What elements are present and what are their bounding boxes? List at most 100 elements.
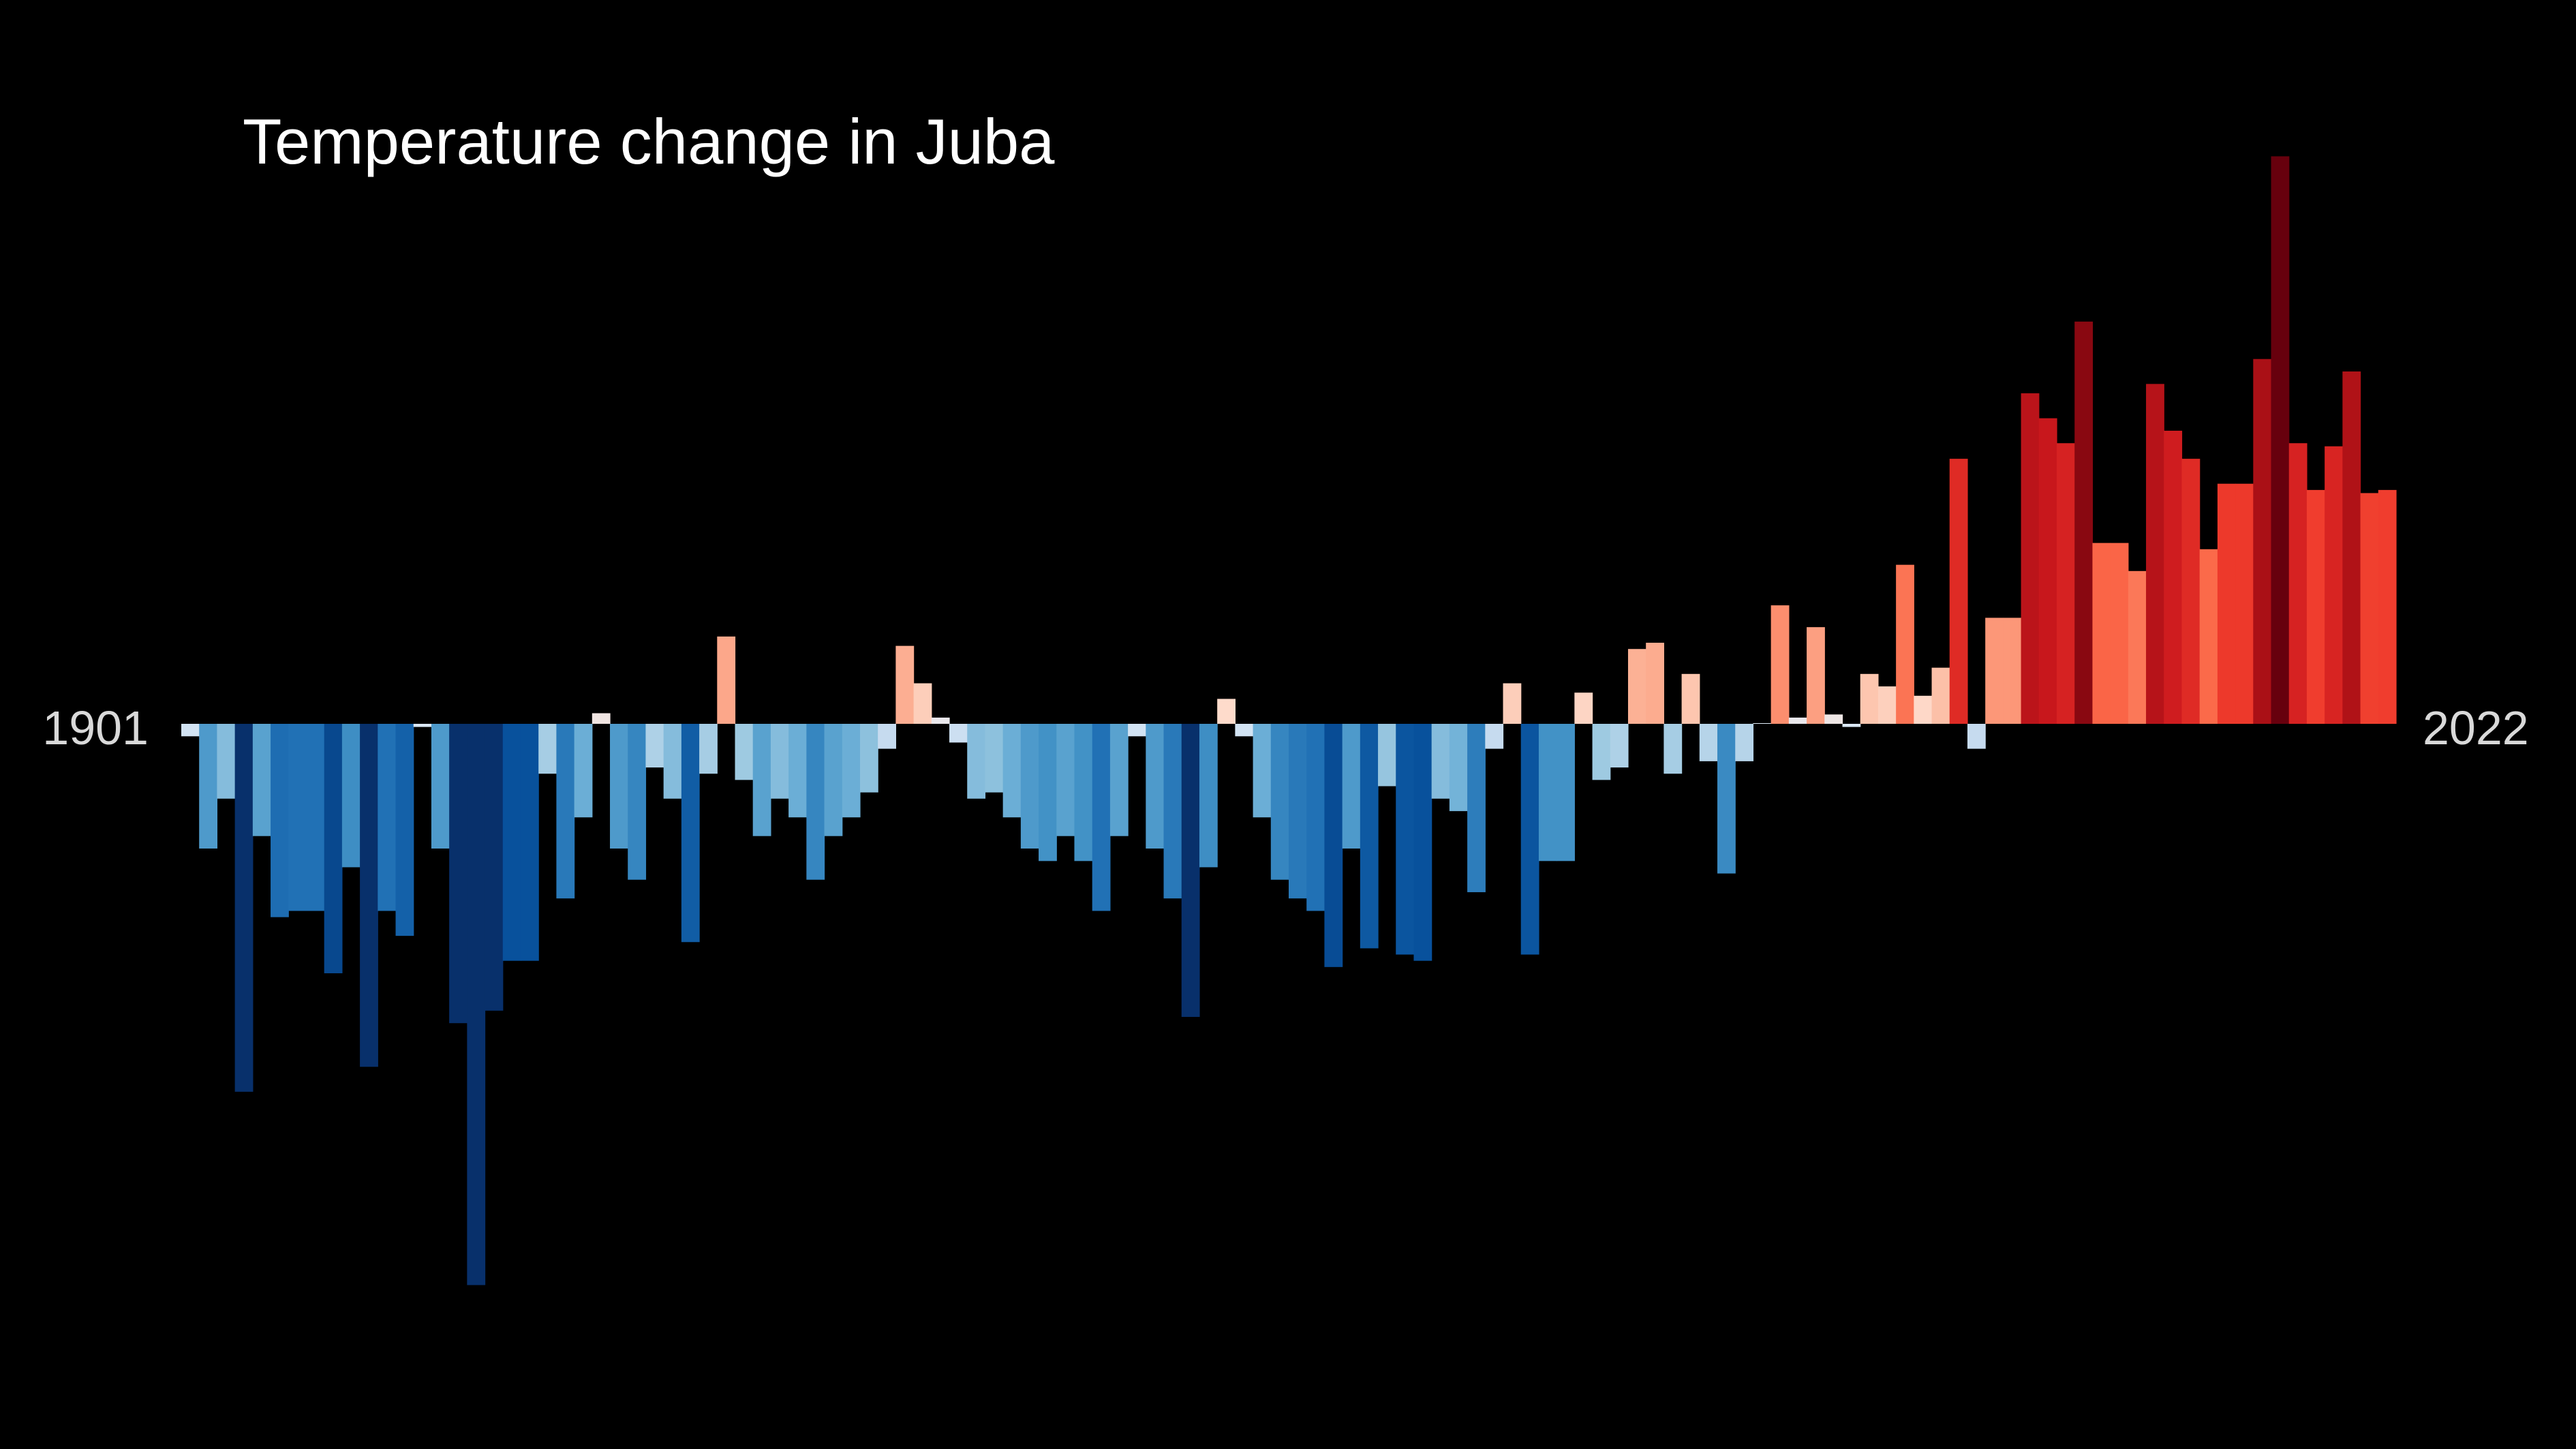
bar-2007 [2074,321,2094,724]
bar-1967 [1360,724,1379,949]
bar-1969 [1396,724,1415,955]
bar-1943 [931,717,950,724]
bar-2009 [2110,543,2129,724]
bar-1960 [1235,724,1254,737]
bar-1953 [1109,724,1129,836]
bar-1904 [234,724,254,1092]
bar-1985 [1681,673,1700,724]
bar-1993 [1824,714,1843,724]
bar-1922 [556,724,575,899]
bar-2019 [2288,443,2307,724]
bar-1905 [252,724,271,836]
bar-1996 [1877,686,1897,724]
bar-1957 [1181,724,1200,1018]
bar-1990 [1770,605,1790,724]
bar-2018 [2271,156,2290,724]
bar-1946 [985,724,1004,793]
bar-1980 [1592,724,1611,780]
bar-1951 [1074,724,1093,861]
start-year-label: 1901 [42,701,149,754]
bar-1906 [271,724,289,917]
bar-1964 [1306,724,1325,911]
bar-2008 [2092,543,2111,724]
bar-1999 [1931,667,1950,724]
bar-1945 [967,724,986,799]
bar-1978 [1557,724,1575,861]
bar-1921 [538,724,557,774]
bar-1974 [1485,724,1504,749]
bar-1927 [645,724,664,768]
bar-2011 [2146,384,2164,724]
bar-1956 [1163,724,1182,899]
bar-2006 [2057,443,2075,724]
bar-2016 [2235,483,2254,724]
end-year-label: 2022 [2423,701,2529,754]
bar-1959 [1217,699,1236,724]
bar-1934 [770,724,789,799]
bar-1970 [1413,724,1432,961]
bar-1961 [1253,724,1272,818]
bar-1909 [324,724,343,973]
bar-2017 [2253,359,2272,724]
bar-1981 [1610,724,1629,768]
bar-1931 [717,636,736,724]
bar-1939 [859,724,878,793]
bar-1972 [1449,724,1468,812]
bar-1971 [1431,724,1450,799]
bar-2002 [1985,617,2004,724]
bar-1976 [1520,724,1539,955]
bar-2020 [2306,489,2325,724]
bar-1975 [1503,683,1522,724]
bar-2022 [2342,371,2361,724]
bar-2012 [2164,430,2183,724]
bar-1929 [681,724,700,943]
bar-1936 [806,724,825,880]
bar-1913 [395,724,414,936]
bar-1963 [1289,724,1307,899]
bar-1903 [217,724,236,799]
bar-1917 [467,724,486,1285]
bar-2000 [1949,459,1968,724]
bar-1947 [1002,724,1022,818]
bar-1986 [1699,724,1718,761]
bar-1995 [1860,673,1879,724]
bar-1908 [306,724,325,911]
bar-2003 [2003,617,2022,724]
bar-1937 [824,724,843,836]
bar-1983 [1646,643,1664,724]
bar-1989 [1753,723,1772,724]
bar-1979 [1574,692,1593,724]
bar-2010 [2128,570,2147,724]
bar-1973 [1467,724,1486,893]
bar-2021 [2325,446,2343,724]
bar-1977 [1538,724,1557,861]
chart-title: Temperature change in Juba [243,106,1055,177]
bar-1926 [628,724,647,880]
bar-2013 [2181,459,2201,724]
bar-2001 [1967,724,1986,749]
bar-1923 [574,724,593,818]
bar-1982 [1627,649,1646,724]
bar-2004 [2021,393,2040,724]
bar-1932 [735,724,754,780]
bar-1924 [592,713,611,724]
bar-1994 [1842,724,1861,727]
bar-1915 [431,724,450,849]
bar-1987 [1717,724,1736,874]
bar-1901 [181,724,200,737]
bar-1991 [1788,717,1807,724]
bar-2005 [2038,418,2057,724]
bar-1907 [288,724,307,911]
bar-1954 [1128,724,1146,737]
bar-1958 [1199,724,1218,868]
bar-1916 [449,724,467,1024]
bar-1919 [502,724,521,961]
bar-1928 [663,724,682,799]
bar-1948 [1020,724,1039,849]
bar-1984 [1663,724,1683,774]
bar-1952 [1092,724,1111,911]
bar-1935 [788,724,807,818]
bar-1941 [895,645,915,724]
bar-1912 [378,724,397,911]
